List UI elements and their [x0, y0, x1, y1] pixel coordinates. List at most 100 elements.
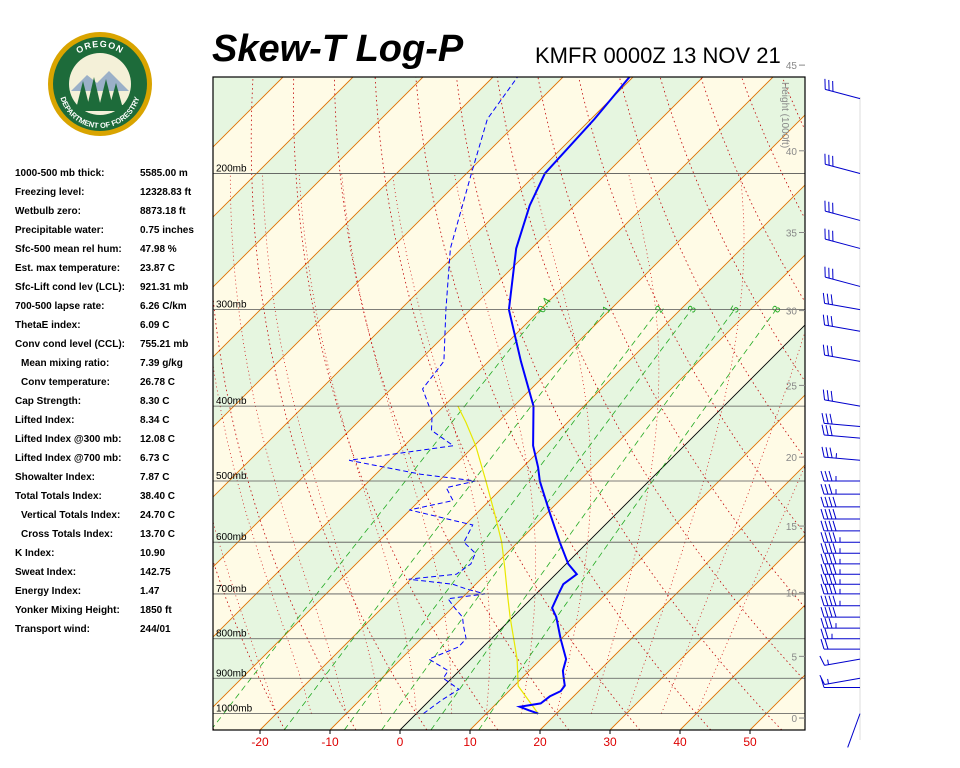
height-tick-label: 10 — [786, 588, 798, 599]
index-row: Est. max temperature: 23.87 C — [15, 263, 215, 282]
index-row: Showalter Index: 7.87 C — [15, 472, 215, 491]
index-row: 700-500 lapse rate: 6.26 C/km — [15, 301, 215, 320]
mixing-ratio-line — [213, 309, 542, 729]
index-value: 12328.83 ft — [140, 187, 192, 198]
index-row: Lifted Index: 8.34 C — [15, 415, 215, 434]
wind-barb-staff — [825, 238, 861, 249]
index-value: 8873.18 ft — [140, 206, 186, 217]
index-label: ThetaE index: — [15, 320, 81, 331]
moist-adiabat — [298, 173, 417, 714]
logo-seal-icon: OREGON DEPARTMENT OF FORESTRY — [48, 32, 152, 136]
x-tick-label: 10 — [463, 735, 477, 749]
wind-barb-feather — [826, 345, 829, 356]
wind-barb — [820, 470, 860, 482]
wind-barb-feather — [820, 470, 825, 482]
wind-barb — [820, 583, 860, 595]
height-axis-title: Height (1000ft) — [779, 82, 790, 148]
index-value: 10.90 — [140, 548, 166, 559]
index-row: Cross Totals Index: 13.70 C — [15, 529, 215, 548]
isobar-label: 800mb — [216, 629, 247, 640]
wind-barb-feather — [824, 595, 829, 606]
wind-barb-feather — [824, 470, 829, 482]
index-row: Cap Strength: 8.30 C — [15, 396, 215, 415]
isotherm — [213, 77, 494, 358]
wind-barb-feather — [820, 543, 825, 554]
height-tick-label: 45 — [786, 61, 798, 72]
wind-barb — [824, 200, 861, 221]
index-value: 6.26 C/km — [140, 301, 187, 312]
wind-barb-feather — [825, 413, 829, 424]
index-label: 1000-500 mb thick: — [15, 168, 105, 179]
wind-barb-feather — [820, 574, 825, 585]
wind-barb-feather — [828, 484, 833, 495]
wind-barb-staff — [824, 658, 861, 666]
index-row: Freezing level: 12328.83 ft — [15, 187, 215, 206]
wind-barb-staff — [824, 677, 861, 686]
wind-barb-feather — [820, 638, 825, 650]
wind-barb-feather — [832, 583, 837, 595]
index-value: 13.70 C — [140, 529, 176, 540]
height-tick-label: 40 — [786, 147, 798, 158]
x-tick-label: 0 — [397, 735, 404, 749]
wind-barb — [824, 228, 861, 249]
wind-barb-feather — [829, 413, 833, 425]
index-value: 47.98 % — [140, 244, 177, 255]
isotherm — [259, 184, 805, 730]
wind-barb — [820, 484, 860, 495]
wind-barb-staff — [825, 163, 861, 175]
x-tick-label: -20 — [251, 735, 269, 749]
index-label: K Index: — [15, 548, 55, 559]
isobar-label: 200mb — [216, 164, 247, 175]
index-value: 8.30 C — [140, 396, 170, 407]
dry-adiabat — [213, 727, 215, 730]
index-label: Mean mixing ratio: — [21, 358, 110, 369]
index-label: 700-500 lapse rate: — [15, 301, 105, 312]
isotherm — [820, 77, 960, 730]
index-label: Precipitable water: — [15, 225, 104, 236]
isotherm — [213, 77, 214, 78]
index-value: 24.70 C — [140, 510, 176, 521]
wind-barb-staff — [825, 210, 861, 221]
index-label: Energy Index: — [15, 586, 82, 597]
index-value: 38.40 C — [140, 491, 176, 502]
dry-adiabat — [781, 77, 805, 131]
wind-barb-feather — [820, 606, 825, 618]
wind-barb — [820, 617, 860, 629]
height-tick-label: 15 — [786, 522, 798, 533]
index-label: Lifted Index: — [15, 415, 75, 426]
wind-barb-feather — [824, 553, 829, 565]
wind-barb-feather — [820, 564, 825, 575]
dry-adiabat — [904, 77, 960, 730]
isotherm — [469, 394, 805, 730]
x-tick-label: 20 — [533, 735, 547, 749]
wind-barb — [819, 674, 861, 686]
zero-isotherm — [399, 324, 805, 730]
wind-barb-feather — [820, 617, 825, 629]
index-label: Total Totals Index: — [15, 491, 102, 502]
x-tick-label: 30 — [603, 735, 617, 749]
wind-barb — [822, 389, 861, 407]
wind-barb-feather — [825, 425, 829, 436]
index-row: 1000-500 mb thick: 5585.00 m — [15, 168, 215, 187]
index-label: Wetbulb zero: — [15, 206, 81, 217]
wind-barb-feather — [820, 583, 825, 595]
station-time-label: KMFR 0000Z 13 NOV 21 — [535, 43, 781, 68]
wind-barb-feather — [828, 508, 833, 520]
wind-barb-feather — [820, 508, 825, 520]
moist-adiabat — [392, 173, 491, 714]
index-label: Sweat Index: — [15, 567, 77, 578]
wind-barb-feather — [820, 520, 825, 531]
mixing-ratio-line — [283, 309, 607, 730]
wind-barb-staff — [824, 456, 861, 461]
index-label: Est. max temperature: — [15, 263, 121, 274]
wind-barb-half-feather — [827, 678, 829, 684]
index-row: Sweat Index: 142.75 — [15, 567, 215, 586]
wind-barb — [822, 344, 861, 362]
isobar-label: 900mb — [216, 668, 247, 679]
index-label: Yonker Mixing Height: — [15, 605, 120, 616]
wind-barb-feather — [824, 508, 829, 520]
wind-barb-feather — [828, 553, 833, 565]
wind-barb-feather — [819, 655, 825, 666]
x-tick-label: -10 — [321, 735, 339, 749]
isotherm — [213, 77, 704, 568]
